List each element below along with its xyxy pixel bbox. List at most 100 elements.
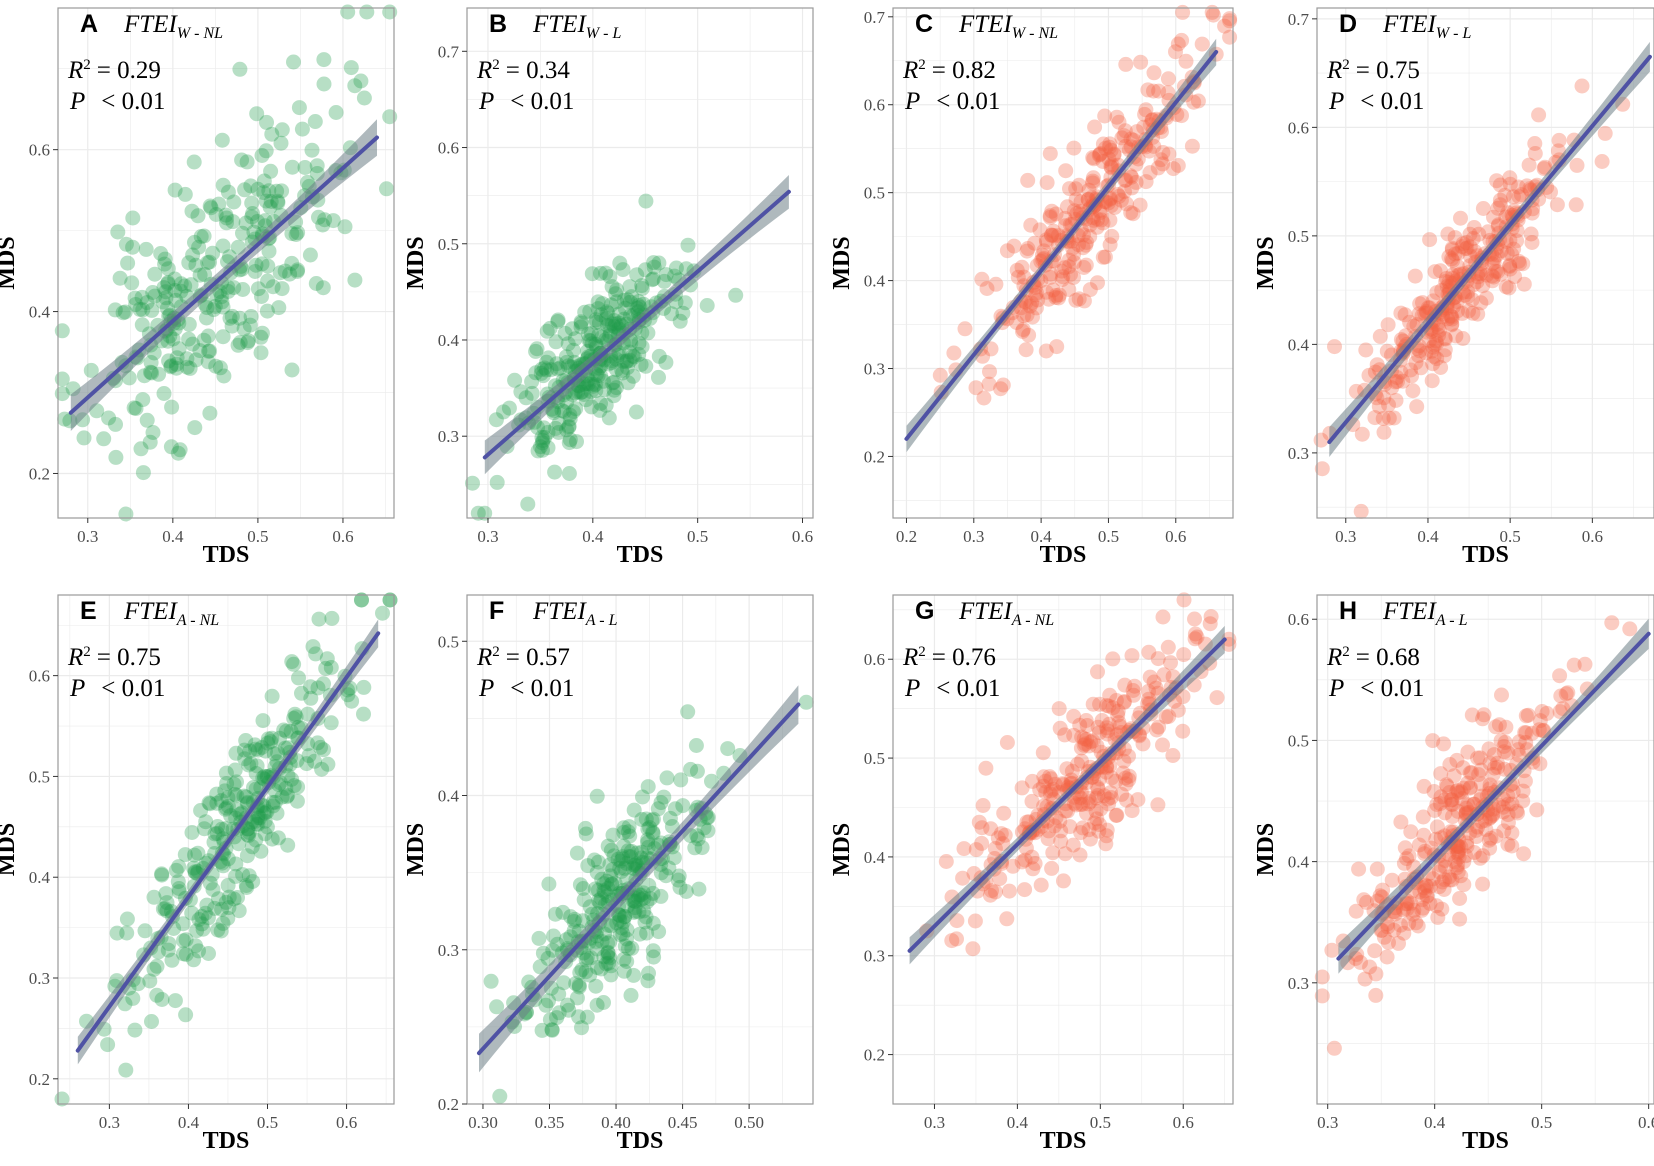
p-value: < 0.01 <box>1360 675 1424 702</box>
data-point <box>1523 226 1539 242</box>
data-point <box>1466 277 1482 293</box>
data-point <box>1123 205 1139 221</box>
data-point <box>1074 729 1090 745</box>
data-point <box>291 100 307 116</box>
data-point <box>619 292 635 308</box>
data-point <box>283 723 299 739</box>
data-point <box>598 265 614 281</box>
data-point <box>1552 668 1568 684</box>
data-point <box>603 324 618 340</box>
data-point <box>1451 849 1467 865</box>
data-point <box>1104 770 1120 786</box>
data-point <box>562 432 578 448</box>
data-point <box>1203 609 1219 625</box>
data-point <box>561 418 577 434</box>
data-point <box>236 742 252 758</box>
data-point <box>1101 796 1117 812</box>
panel-letter: E <box>80 597 97 625</box>
data-point <box>615 353 631 369</box>
data-point <box>1075 240 1091 256</box>
data-point <box>609 294 624 310</box>
data-point <box>1075 820 1091 836</box>
data-point <box>1042 269 1058 285</box>
data-point <box>1471 226 1487 242</box>
data-point <box>1511 734 1527 750</box>
data-point <box>1461 303 1476 319</box>
data-point <box>617 938 633 954</box>
data-point <box>1102 687 1118 703</box>
data-point <box>1449 752 1465 768</box>
data-point <box>1462 780 1478 796</box>
data-point <box>623 843 639 859</box>
y-tick-label: 0.3 <box>1288 974 1309 993</box>
data-point <box>1418 877 1433 893</box>
data-point <box>1458 848 1474 864</box>
data-point <box>138 241 154 257</box>
data-point <box>1085 175 1101 191</box>
data-point <box>537 429 553 445</box>
data-point <box>1111 188 1127 204</box>
data-point <box>1088 803 1104 819</box>
data-point <box>689 828 705 844</box>
data-point <box>1496 739 1512 754</box>
data-point <box>257 805 273 821</box>
data-point <box>1429 351 1445 367</box>
data-point <box>1006 238 1022 254</box>
data-point <box>550 314 566 329</box>
data-point <box>1123 131 1139 147</box>
data-point <box>1110 707 1126 723</box>
data-point <box>645 943 661 959</box>
data-point <box>1081 182 1097 198</box>
data-point <box>173 283 189 299</box>
data-point <box>142 973 158 989</box>
data-point <box>1490 759 1506 775</box>
panel-title-subscript: A - NL <box>1011 612 1054 629</box>
data-point <box>588 336 604 352</box>
r-squared-annotation: R2 = 0.68 <box>1326 644 1420 671</box>
data-point <box>1076 737 1092 753</box>
data-point <box>1405 906 1421 922</box>
data-point <box>1434 874 1450 890</box>
data-point <box>1518 735 1534 750</box>
p-symbol: P <box>1328 88 1344 115</box>
data-point <box>202 198 218 214</box>
data-point <box>215 177 231 193</box>
data-point <box>264 126 280 142</box>
data-point <box>243 755 259 771</box>
data-point <box>533 439 548 455</box>
data-point <box>609 351 624 367</box>
y-axis-title: MDS <box>0 823 20 876</box>
data-point <box>1086 151 1102 167</box>
data-point <box>580 858 596 874</box>
data-point <box>534 442 550 458</box>
data-point <box>1108 808 1124 823</box>
r-squared-annotation: R2 = 0.75 <box>67 644 161 671</box>
data-point <box>1486 747 1502 763</box>
x-tick-label: 0.3 <box>963 527 984 546</box>
r-squared-superscript: 2 <box>83 57 91 73</box>
data-point <box>1358 342 1374 358</box>
data-point <box>1489 173 1505 189</box>
data-point <box>1170 36 1186 52</box>
data-point <box>1408 915 1424 931</box>
data-point <box>248 832 264 848</box>
data-point <box>1436 348 1452 364</box>
data-point <box>1509 803 1525 819</box>
data-point <box>640 325 656 341</box>
data-point <box>573 319 589 335</box>
data-point <box>1076 731 1092 747</box>
data-point <box>247 814 263 829</box>
x-tick-label: 0.35 <box>535 1113 565 1132</box>
data-point <box>1437 792 1453 808</box>
data-point <box>1161 146 1177 162</box>
data-point <box>588 383 604 399</box>
data-point <box>483 973 499 989</box>
data-point <box>1484 273 1500 289</box>
data-point <box>1066 255 1082 270</box>
data-point <box>359 4 375 20</box>
data-point <box>1490 200 1506 216</box>
data-point <box>167 993 183 1009</box>
data-point <box>171 859 187 875</box>
data-point <box>1054 272 1070 288</box>
data-point <box>337 219 353 235</box>
